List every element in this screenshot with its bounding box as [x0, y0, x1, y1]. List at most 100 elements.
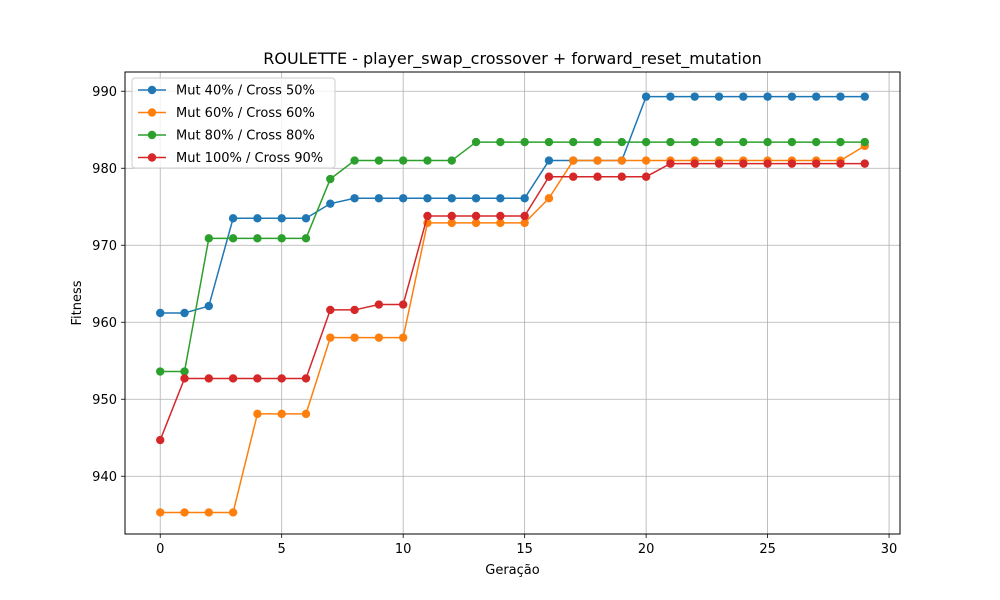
data-point	[496, 137, 505, 147]
data-point	[739, 159, 748, 168]
data-point	[714, 137, 724, 147]
data-point	[471, 137, 481, 147]
data-point	[520, 137, 529, 147]
data-point	[690, 92, 699, 101]
data-point	[641, 156, 651, 165]
data-point	[471, 194, 481, 203]
data-point	[714, 92, 724, 101]
x-tick-label: 20	[638, 542, 655, 557]
data-point	[617, 156, 627, 165]
data-point	[350, 156, 359, 165]
data-point	[860, 92, 869, 101]
data-point	[569, 156, 578, 165]
data-point	[277, 234, 286, 243]
data-point	[204, 508, 214, 517]
data-point	[739, 137, 748, 147]
legend-marker	[147, 130, 157, 140]
x-tick-label: 5	[278, 542, 286, 557]
data-point	[423, 156, 432, 165]
data-point	[326, 305, 335, 315]
data-point	[714, 159, 724, 168]
series-group	[156, 92, 869, 517]
data-point	[569, 137, 578, 147]
data-point	[156, 367, 165, 376]
data-point	[228, 508, 238, 517]
data-point	[277, 409, 286, 419]
data-point	[520, 211, 529, 221]
data-point	[156, 508, 165, 517]
x-tick-label: 0	[156, 542, 164, 557]
data-point	[326, 174, 335, 184]
data-point	[860, 159, 869, 168]
x-axis-label: Geração	[485, 563, 539, 578]
data-point	[398, 156, 408, 165]
data-point	[180, 308, 189, 318]
data-point	[617, 137, 627, 147]
data-point	[180, 367, 189, 376]
data-point	[301, 409, 311, 419]
data-point	[641, 172, 651, 181]
data-point	[787, 137, 797, 147]
data-point	[374, 333, 384, 342]
data-point	[350, 194, 359, 203]
data-point	[204, 234, 214, 243]
plot-frame	[124, 71, 901, 535]
data-point	[811, 137, 821, 147]
legend-label: Mut 80% / Cross 80%	[176, 129, 315, 144]
data-point	[350, 333, 359, 342]
data-point	[204, 374, 214, 383]
data-point	[763, 159, 772, 168]
data-point	[180, 374, 189, 383]
data-point	[301, 214, 311, 223]
data-point	[447, 218, 456, 228]
data-point	[204, 301, 214, 311]
data-point	[228, 234, 238, 243]
ticks: 0 5 10 15 20 25 30 940 950 960 970 980 990	[92, 85, 897, 557]
data-point	[228, 214, 238, 223]
data-point	[763, 92, 772, 101]
data-point	[253, 214, 262, 223]
data-point	[326, 333, 335, 342]
data-point	[301, 374, 311, 383]
y-tick-label: 970	[92, 239, 117, 254]
y-tick-label: 940	[92, 470, 117, 485]
data-point	[520, 218, 529, 228]
data-point	[398, 194, 408, 203]
x-tick-label: 30	[881, 542, 898, 557]
data-point	[617, 172, 627, 181]
legend-marker	[147, 85, 157, 95]
data-point	[544, 172, 554, 181]
data-point	[398, 300, 408, 309]
series-3	[156, 137, 869, 376]
data-point	[666, 137, 675, 147]
data-point	[277, 374, 286, 383]
data-point	[156, 308, 165, 318]
data-point	[253, 374, 262, 383]
data-point	[496, 211, 505, 221]
data-point	[471, 218, 481, 228]
legend-label: Mut 60% / Cross 60%	[176, 106, 315, 121]
data-point	[447, 156, 456, 165]
data-point	[496, 218, 505, 228]
y-tick-label: 990	[92, 85, 117, 100]
data-point	[496, 194, 505, 203]
x-tick-label: 15	[516, 542, 533, 557]
data-point	[447, 211, 456, 221]
data-point	[253, 234, 262, 243]
data-point	[787, 92, 797, 101]
data-point	[593, 137, 602, 147]
chart-title: ROULETTE - player_swap_crossover + forwa…	[263, 49, 762, 69]
data-point	[666, 159, 675, 168]
legend-marker	[147, 153, 157, 162]
data-point	[423, 194, 432, 203]
data-point	[423, 211, 432, 221]
y-tick-label: 960	[92, 316, 117, 331]
data-point	[447, 194, 456, 203]
data-point	[228, 374, 238, 383]
data-point	[374, 300, 384, 309]
data-point	[593, 156, 602, 165]
y-axis-label: Fitness	[70, 280, 85, 325]
data-point	[156, 435, 165, 445]
data-point	[860, 137, 869, 147]
